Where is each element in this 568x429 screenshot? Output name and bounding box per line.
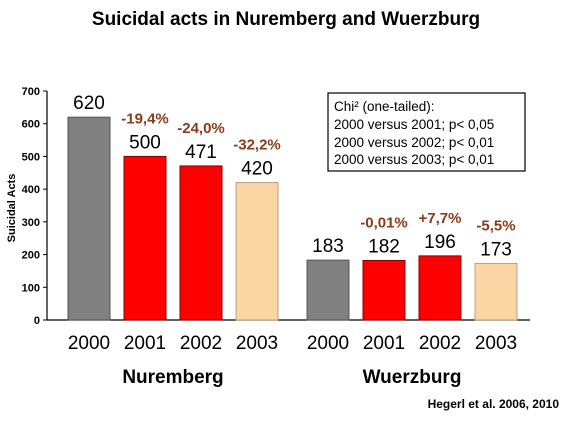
bar-wuerzburg-2003 [474,262,518,321]
y-axis-label: Suicidal Acts [6,174,18,243]
stats-line-4: 2000 versus 2003; p< 0,01 [334,152,494,167]
value-label-wuerzburg-2003: 173 [480,239,512,260]
change-label-nuremberg-2002: -24,0% [177,120,225,137]
y-tick-label: 0 [34,315,40,327]
value-label-nuremberg-2002: 471 [185,142,217,163]
value-label-nuremberg-2000: 620 [73,93,105,114]
change-label-nuremberg-2003: -32,2% [233,137,281,154]
x-tick-label-nuremberg-2000: 2000 [68,333,110,354]
bar-nuremberg-2001 [123,155,167,321]
group-label-wuerzburg: Wuerzburg [363,367,462,388]
y-tick-label: 500 [22,151,40,163]
group-label-nuremberg: Nuremberg [122,367,223,388]
y-tick-label: 300 [22,217,40,229]
value-label-wuerzburg-2001: 182 [368,236,400,257]
y-tick-label: 700 [22,86,40,98]
plot-area: 0 100 200 300 400 500 600 700 620 2000 500 -19,4% 20… [22,86,530,388]
change-label-wuerzburg-2002: +7,7% [419,210,462,227]
x-tick-label-nuremberg-2002: 2002 [180,333,222,354]
stats-annotation-box: Chi² (one-tailed): 2000 versus 2001; p< … [327,92,526,172]
x-tick-label-wuerzburg-2000: 2000 [307,333,349,354]
bar-wuerzburg-2002 [418,255,462,321]
chart-title: Suicidal acts in Nuremberg and Wuerzburg [92,9,480,30]
bar-wuerzburg-2001 [362,259,406,321]
stats-line-1: Chi² (one-tailed): [334,99,435,114]
stats-line-3: 2000 versus 2002; p< 0,01 [334,135,494,150]
stats-line-2: 2000 versus 2001; p< 0,05 [334,117,494,132]
value-label-wuerzburg-2000: 183 [312,236,344,257]
x-tick-label-wuerzburg-2001: 2001 [363,333,405,354]
x-tick-label-nuremberg-2003: 2003 [236,333,278,354]
bar-nuremberg-2000 [67,116,111,321]
bar-nuremberg-2003 [235,182,279,321]
bar-nuremberg-2002 [179,165,223,321]
stats-annotation-frame [327,92,526,172]
value-label-nuremberg-2001: 500 [129,132,161,153]
x-tick-label-wuerzburg-2003: 2003 [475,333,517,354]
value-label-nuremberg-2003: 420 [241,159,273,180]
x-tick-label-nuremberg-2001: 2001 [124,333,166,354]
change-label-nuremberg-2001: -19,4% [121,110,169,127]
value-label-wuerzburg-2002: 196 [424,232,456,253]
y-tick-label: 600 [22,119,40,131]
source-citation: Hegerl et al. 2006, 2010 [428,397,560,411]
change-label-wuerzburg-2001: -0,01% [360,214,408,231]
bar-wuerzburg-2000 [306,259,350,321]
x-tick-label-wuerzburg-2002: 2002 [419,333,461,354]
change-label-wuerzburg-2003: -5,5% [476,217,515,234]
y-tick-label: 200 [22,250,40,262]
y-tick-label: 400 [22,184,40,196]
y-tick-label: 100 [22,282,40,294]
